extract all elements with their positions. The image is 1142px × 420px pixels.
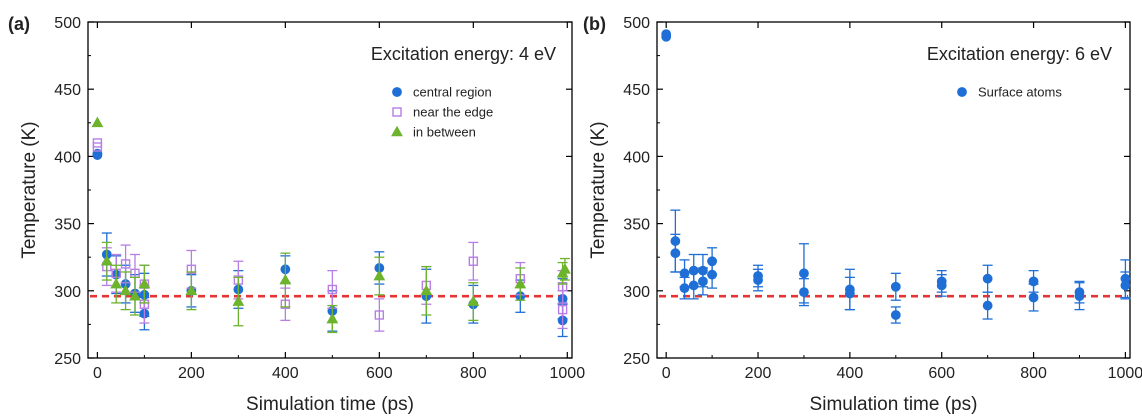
x-tick-label: 200 [178,365,205,382]
y-tick-label: 300 [623,284,650,301]
legend: Surface atoms [957,85,1062,100]
data-point [698,276,708,287]
x-tick-label: 200 [745,365,772,382]
y-tick-label: 350 [623,217,650,234]
data-point [232,295,245,306]
data-point [688,280,699,291]
y-axis-label: Temperature (K) [19,121,40,258]
legend-marker [957,87,967,97]
x-tick-label: 1000 [550,365,586,382]
y-tick-label: 250 [623,351,650,368]
legend-marker [392,87,402,97]
data-point [514,277,527,289]
y-tick-label: 300 [54,284,81,301]
energy-annotation: Excitation energy: 4 eV [371,44,556,64]
data-point [327,284,338,295]
x-tick-label: 800 [460,365,487,382]
energy-annotation: Excitation energy: 6 eV [927,44,1112,64]
data-point [92,138,103,148]
x-tick-label: 0 [93,365,102,382]
data-point [799,287,809,298]
data-point [373,269,386,281]
y-tick-label: 400 [623,149,650,166]
data-point [1120,280,1131,291]
data-point [91,116,104,128]
series-near-the-edge [92,138,568,332]
x-tick-label: 0 [662,365,671,382]
error-bar [468,241,479,281]
data-point [753,275,763,285]
y-axis-label: Temperature (K) [588,121,609,258]
data-point [119,284,132,296]
y-tick-label: 450 [54,82,81,99]
x-axis-label: Simulation time (ps) [810,394,978,415]
legend-label: Surface atoms [978,85,1062,100]
data-point [844,288,855,299]
chart-panel-a: 0 200 400 600 800 1000 250 300 350 400 450 500 Simul… [8,14,585,415]
x-tick-label: 400 [837,365,864,382]
data-point [982,300,993,311]
data-point [982,273,993,284]
x-tick-label: 600 [366,365,393,382]
data-point [279,273,292,285]
data-point [110,277,123,289]
y-tick-label: 500 [623,15,650,32]
panel-label: (a) [8,14,30,34]
data-point [138,277,151,289]
y-tick-label: 350 [54,217,81,234]
legend: central region near the edge in between [391,85,493,140]
x-tick-label: 800 [1020,365,1047,382]
data-point [679,268,690,279]
panel-label: (b) [583,14,606,34]
series-surface-atoms [661,29,1131,324]
data-point [890,310,901,320]
data-point [799,268,809,279]
y-tick-label: 450 [623,82,650,99]
y-tick-label: 250 [54,351,81,368]
data-point [120,259,131,269]
data-point [670,248,681,259]
data-point [661,29,672,39]
legend-marker [391,125,403,137]
data-point [936,280,947,291]
data-point [100,255,113,266]
data-point [326,312,339,324]
plot-frame [656,21,1131,359]
x-tick-label: 1000 [1108,365,1142,382]
data-point [129,289,141,301]
data-point [1074,291,1085,302]
data-point [1028,292,1039,303]
data-point [468,256,479,266]
data-point [559,263,571,274]
legend-label: in between [413,125,476,140]
x-axis-label: Simulation time (ps) [246,394,414,415]
legend-marker [392,107,402,117]
legend-label: central region [413,85,492,100]
x-tick-label: 400 [272,365,299,382]
error-bar [374,298,385,332]
data-point [679,283,690,294]
data-point [890,281,901,292]
legend-label: near the edge [413,105,493,120]
data-point [185,284,198,296]
data-point [557,304,568,315]
data-point [707,269,718,280]
series-in-between [91,116,571,334]
data-point [374,310,385,320]
data-point [467,295,480,306]
data-point [420,284,433,296]
x-tick-label: 600 [928,365,955,382]
y-tick-label: 500 [54,15,81,32]
chart-panel-b: 0 200 400 600 800 1000 250 300 350 400 450 500 Simul… [583,14,1142,415]
y-tick-label: 400 [54,149,81,166]
